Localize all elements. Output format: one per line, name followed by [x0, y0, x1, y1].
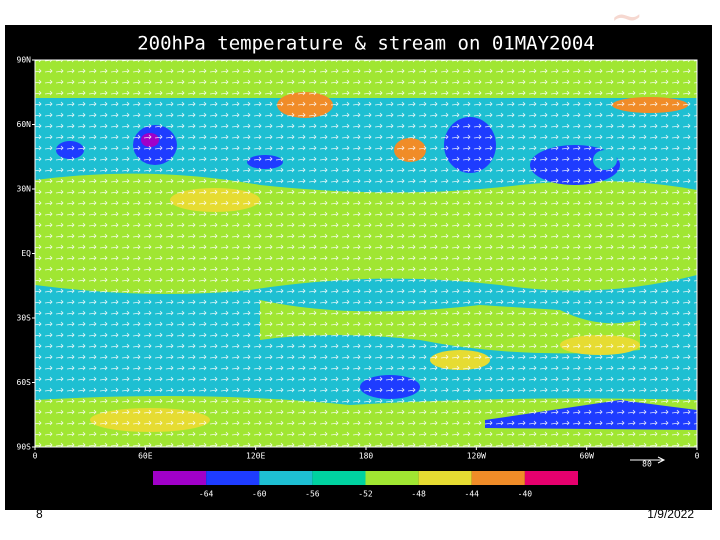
colorbar-label: -40 [518, 490, 533, 499]
colorbar-label: -52 [358, 490, 373, 499]
y-tick-label: 90S [17, 443, 32, 452]
stream-vectors [35, 60, 697, 447]
colorbar-label: -60 [252, 490, 267, 499]
colorbar-swatch [365, 471, 419, 485]
figure-title: 200hPa temperature & stream on 01MAY2004 [137, 33, 595, 55]
vector-ref-arrow [657, 456, 666, 464]
x-tick-label: 60W [579, 452, 594, 461]
colorbar-label: -56 [305, 490, 320, 499]
y-tick-label: 30S [17, 314, 32, 323]
colorbar-swatch [524, 471, 578, 485]
colorbar-label: -48 [411, 490, 426, 499]
colorbar-swatch [153, 471, 207, 485]
colorbar-label: -44 [465, 490, 480, 499]
colorbar-swatch [471, 471, 525, 485]
colorbar-swatch [312, 471, 366, 485]
slide-number: 8 [36, 507, 43, 521]
x-tick-label: 0 [33, 452, 38, 461]
colorbar-swatch [206, 471, 260, 485]
y-tick-label: 90N [17, 56, 32, 65]
y-tick-label: 30N [17, 185, 32, 194]
field [35, 60, 697, 447]
colorbar-swatch [259, 471, 313, 485]
x-tick-label: 120E [246, 452, 265, 461]
colorbar-swatch [418, 471, 472, 485]
x-tick-label: 120W [467, 452, 486, 461]
y-tick-label: 60S [17, 378, 32, 387]
y-tick-label: 60N [17, 120, 32, 129]
y-tick-label: EQ [21, 249, 31, 258]
x-tick-label: 180 [359, 452, 374, 461]
slide-date: 1/9/2022 [647, 507, 694, 521]
vector-ref-label: 80 [642, 460, 652, 469]
colorbar-label: -64 [199, 490, 214, 499]
x-tick-label: 60E [138, 452, 153, 461]
x-tick-label: 0 [695, 452, 700, 461]
